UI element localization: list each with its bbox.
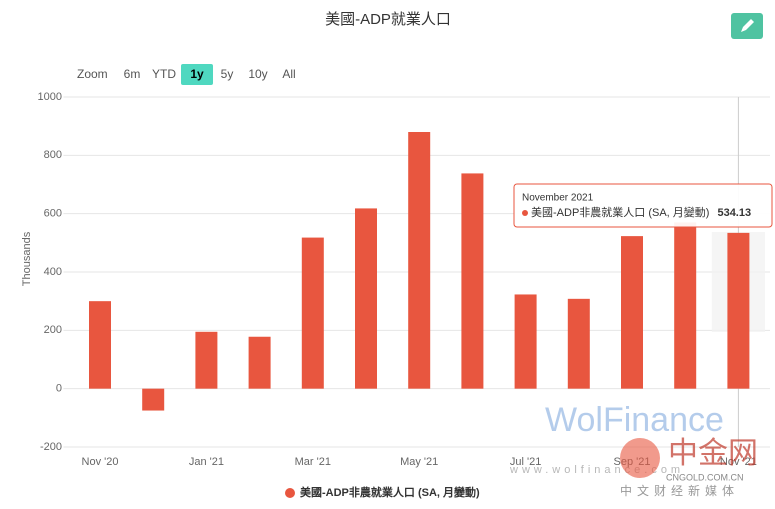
y-tick-label: 800 (44, 149, 62, 161)
watermark-cn-tagline: 中文财经新媒体 (620, 483, 739, 498)
x-tick-label: Nov '21 (720, 456, 757, 468)
range-button[interactable]: 6m (124, 67, 141, 81)
tooltip-value: 534.13 (717, 207, 751, 219)
bar (408, 132, 431, 389)
tooltip-box (513, 183, 773, 228)
range-button[interactable]: 5y (221, 67, 234, 81)
watermark-cn-brand: 中金网 (668, 437, 758, 470)
watermark-brand: WolFinance (545, 401, 724, 439)
x-tick-label: Jul '21 (510, 456, 541, 468)
watermark-cn-url: CNGOLD.COM.CN (666, 472, 744, 482)
x-tick-label: Mar '21 (295, 456, 331, 468)
bar (195, 331, 218, 389)
bar (674, 222, 697, 389)
bar (248, 336, 271, 389)
tooltip-text: 美國-ADP非農就業人口 (SA, 月變動) 534.13 (531, 205, 751, 219)
bar (461, 173, 484, 389)
y-tick-label: -200 (40, 441, 62, 453)
y-tick-label: 1000 (38, 91, 62, 103)
x-tick-label: May '21 (400, 456, 438, 468)
tooltip-title: November 2021 (522, 193, 594, 204)
bar (355, 208, 377, 389)
edit-icon[interactable] (741, 19, 754, 32)
tooltip-marker (522, 210, 528, 216)
edit-button[interactable] (731, 13, 763, 39)
bar (621, 236, 643, 389)
x-tick-label: Jan '21 (189, 456, 224, 468)
bar (514, 294, 537, 389)
y-tick-label: 600 (44, 208, 62, 220)
chart-title: 美國-ADP就業人口 (325, 11, 451, 28)
y-tick-label: 200 (44, 324, 62, 336)
y-axis-title: Thousands (21, 231, 33, 286)
bar (142, 388, 165, 411)
y-tick-label: 0 (56, 383, 62, 395)
legend-marker[interactable] (285, 488, 295, 498)
range-button[interactable]: YTD (152, 67, 176, 81)
range-button[interactable]: 10y (248, 67, 267, 81)
bar (727, 232, 750, 389)
bar (567, 298, 590, 389)
zoom-label: Zoom (77, 67, 108, 81)
watermark-logo (620, 438, 660, 478)
bar (301, 237, 324, 389)
legend-label[interactable]: 美國-ADP非農就業人口 (SA, 月變動) (300, 485, 480, 499)
tooltip-series: 美國-ADP非農就業人口 (SA, 月變動) (531, 205, 709, 219)
range-button[interactable]: 1y (190, 67, 204, 81)
range-button-bg[interactable] (181, 64, 213, 85)
range-button[interactable]: All (282, 67, 295, 81)
bar (89, 301, 111, 389)
y-tick-label: 400 (44, 266, 62, 278)
watermark: WolFinance www.wolfinance.com 中金网 CNGOLD… (509, 401, 758, 498)
x-tick-label: Nov '20 (82, 456, 119, 468)
